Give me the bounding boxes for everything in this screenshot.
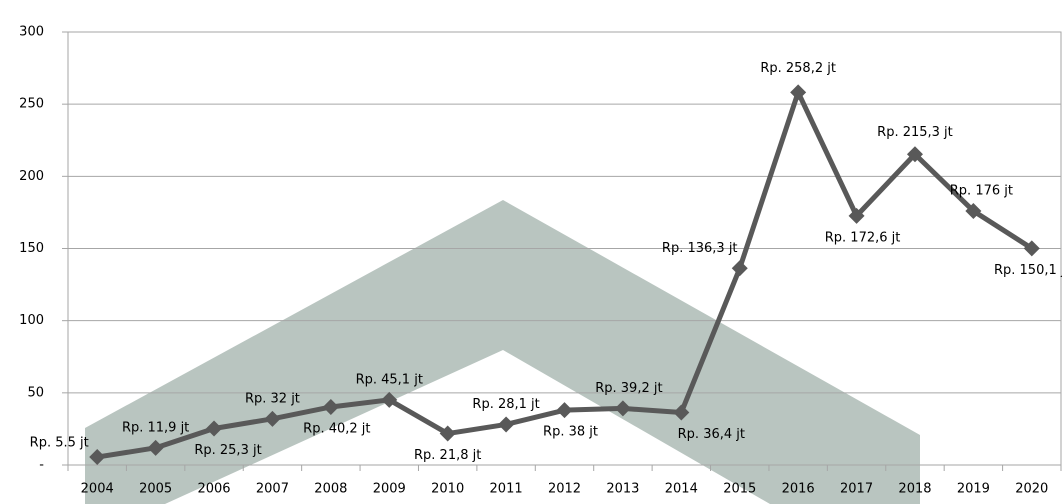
marker xyxy=(906,146,923,163)
marker xyxy=(381,391,398,408)
marker xyxy=(790,84,807,101)
data-label: Rp. 25,3 jt xyxy=(194,443,261,458)
marker xyxy=(614,400,631,417)
x-tick-label: 2010 xyxy=(431,482,464,497)
data-label: Rp. 150,1 jt xyxy=(994,263,1062,278)
x-tick-label: 2006 xyxy=(197,482,230,497)
data-label: Rp. 39,2 jt xyxy=(595,381,662,396)
marker xyxy=(147,439,164,456)
data-label: Rp. 215,3 jt xyxy=(877,125,953,140)
x-tick-label: 2015 xyxy=(723,482,756,497)
plot-border xyxy=(67,31,1062,466)
x-tick-label: 2014 xyxy=(665,482,698,497)
marker xyxy=(206,420,223,437)
y-tick-label: 250 xyxy=(19,97,44,112)
marker xyxy=(264,410,281,427)
y-tick-label: - xyxy=(39,458,44,473)
y-tick-label: 150 xyxy=(19,241,44,256)
marker xyxy=(89,449,106,466)
y-tick-label: 300 xyxy=(19,25,44,40)
data-label: Rp. 5.5 jt xyxy=(30,436,89,451)
x-tick-label: 2004 xyxy=(81,482,114,497)
x-tick-label: 2009 xyxy=(373,482,406,497)
x-tick-label: 2013 xyxy=(606,482,639,497)
data-label: Rp. 136,3 jt xyxy=(662,241,738,256)
data-label: Rp. 38 jt xyxy=(543,425,598,440)
x-tick-label: 2012 xyxy=(548,482,581,497)
marker xyxy=(848,207,865,224)
marker xyxy=(556,402,573,419)
y-tick-label: 200 xyxy=(19,169,44,184)
x-tick-label: 2008 xyxy=(314,482,347,497)
marker xyxy=(965,202,982,219)
y-tick-label: 50 xyxy=(27,385,44,400)
data-label: Rp. 32 jt xyxy=(245,391,300,406)
x-tick-label: 2007 xyxy=(256,482,289,497)
marker xyxy=(498,416,515,433)
data-label: Rp. 172,6 jt xyxy=(825,230,901,245)
data-label: Rp. 176 jt xyxy=(950,183,1013,198)
x-tick-label: 2017 xyxy=(840,482,873,497)
data-label: Rp. 40,2 jt xyxy=(303,421,370,436)
data-label: Rp. 28,1 jt xyxy=(472,397,539,412)
data-label: Rp. 11,9 jt xyxy=(122,420,189,435)
background-chevron xyxy=(85,200,920,504)
data-label: Rp. 36,4 jt xyxy=(678,427,745,442)
x-tick-label: 2018 xyxy=(898,482,931,497)
marker xyxy=(1023,240,1040,257)
x-tick-label: 2020 xyxy=(1015,482,1048,497)
x-tick-label: 2011 xyxy=(490,482,523,497)
data-label: Rp. 45,1 jt xyxy=(356,372,423,387)
x-tick-label: 2019 xyxy=(957,482,990,497)
data-label: Rp. 21,8 jt xyxy=(414,448,481,463)
y-tick-label: 100 xyxy=(19,313,44,328)
marker xyxy=(322,398,339,415)
marker xyxy=(673,404,690,421)
x-tick-label: 2016 xyxy=(782,482,815,497)
x-tick-label: 2005 xyxy=(139,482,172,497)
marker xyxy=(439,425,456,442)
data-label: Rp. 258,2 jt xyxy=(760,61,836,76)
marker xyxy=(731,260,748,277)
